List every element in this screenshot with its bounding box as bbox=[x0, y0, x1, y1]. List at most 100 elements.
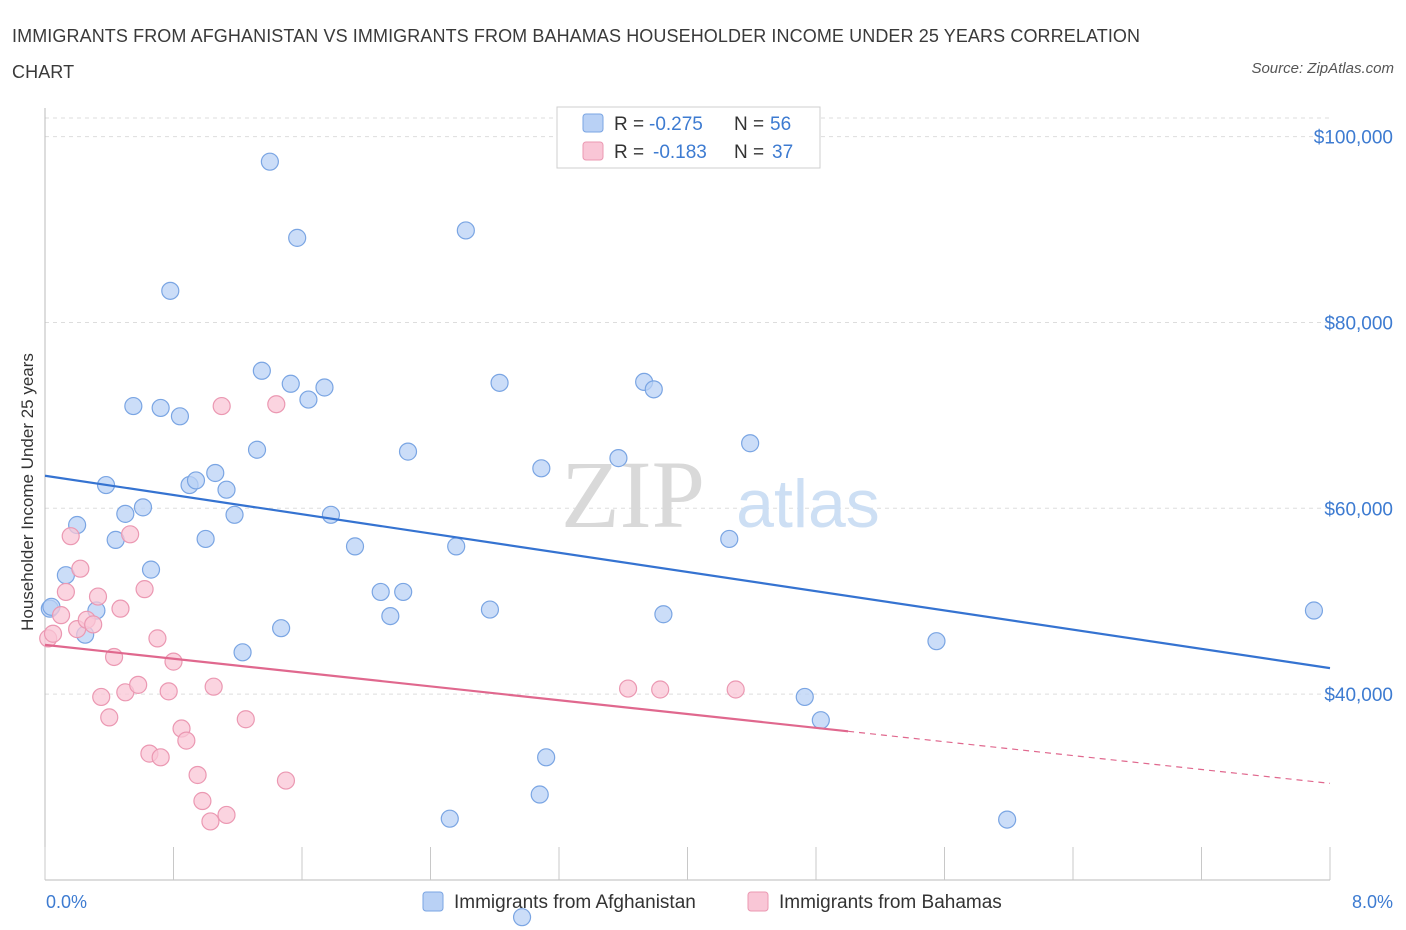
point-afghanistan bbox=[1304, 601, 1324, 620]
point-afghanistan bbox=[116, 504, 135, 523]
point-bahamas bbox=[92, 687, 111, 707]
point-bahamas bbox=[121, 525, 140, 544]
trend-lines bbox=[44, 474, 1331, 784]
legend-n-label-1: N = bbox=[734, 114, 764, 135]
bottom-legend-swatch-bahamas bbox=[747, 891, 769, 912]
legend-swatch-bahamas bbox=[582, 141, 604, 161]
legend-r-label-1: R = bbox=[614, 114, 644, 135]
watermark: ZIP atlas bbox=[561, 441, 880, 548]
point-afghanistan bbox=[288, 228, 307, 247]
point-afghanistan bbox=[720, 529, 739, 549]
point-afghanistan bbox=[260, 152, 279, 171]
point-bahamas bbox=[159, 682, 178, 701]
point-afghanistan bbox=[233, 643, 252, 662]
legend-n-value-2: 37 bbox=[772, 142, 793, 163]
bottom-legend-label-afghanistan: Immigrants from Afghanistan bbox=[454, 892, 696, 913]
watermark-zip: ZIP bbox=[561, 441, 705, 548]
point-afghanistan bbox=[394, 582, 413, 602]
point-afghanistan bbox=[811, 711, 830, 730]
point-bahamas bbox=[51, 606, 71, 625]
trend-line-bahamas-projection bbox=[848, 730, 1331, 784]
point-afghanistan bbox=[281, 374, 300, 393]
legend-r-label-2: R = bbox=[614, 142, 644, 163]
point-bahamas bbox=[56, 582, 75, 602]
point-bahamas bbox=[61, 527, 80, 546]
point-afghanistan bbox=[490, 373, 509, 392]
point-afghanistan bbox=[456, 221, 475, 240]
point-bahamas bbox=[84, 615, 103, 634]
bottom-legend: Immigrants from Afghanistan Immigrants f… bbox=[422, 891, 1002, 913]
point-afghanistan bbox=[315, 378, 334, 397]
legend-r-value-2: -0.183 bbox=[653, 142, 707, 163]
point-afghanistan bbox=[480, 600, 500, 619]
point-bahamas bbox=[135, 580, 154, 599]
point-afghanistan bbox=[225, 505, 244, 524]
point-afghanistan bbox=[196, 529, 215, 549]
point-bahamas bbox=[151, 748, 170, 767]
point-afghanistan bbox=[133, 498, 153, 517]
point-afghanistan bbox=[654, 605, 673, 624]
point-bahamas bbox=[100, 708, 119, 727]
legend-swatch-afghanistan bbox=[582, 113, 604, 133]
point-afghanistan bbox=[247, 440, 267, 459]
point-afghanistan bbox=[217, 480, 236, 499]
point-bahamas bbox=[236, 710, 255, 729]
point-bahamas bbox=[276, 771, 296, 790]
point-bahamas bbox=[204, 677, 223, 696]
legend-n-label-2: N = bbox=[734, 142, 764, 163]
point-afghanistan bbox=[161, 281, 180, 300]
trend-line-afghanistan bbox=[44, 474, 1331, 670]
point-afghanistan bbox=[206, 463, 225, 483]
point-afghanistan bbox=[644, 380, 663, 399]
point-bahamas bbox=[164, 652, 183, 671]
point-bahamas bbox=[71, 559, 90, 578]
point-bahamas bbox=[726, 680, 745, 699]
point-afghanistan bbox=[345, 537, 365, 556]
point-afghanistan bbox=[795, 687, 814, 707]
point-afghanistan bbox=[530, 785, 549, 804]
x-tick-labels: 0.0% 8.0% bbox=[46, 892, 1393, 912]
point-afghanistan bbox=[170, 407, 190, 426]
point-bahamas bbox=[618, 679, 638, 698]
point-afghanistan bbox=[537, 748, 556, 767]
point-afghanistan bbox=[927, 632, 946, 651]
point-bahamas bbox=[217, 805, 236, 825]
legend: R = -0.275 N = 56 R = -0.183 N = 37 bbox=[556, 106, 821, 169]
point-afghanistan bbox=[440, 809, 459, 828]
axes bbox=[44, 108, 1331, 881]
x-tick-label: 8.0% bbox=[1352, 892, 1393, 912]
point-afghanistan bbox=[381, 606, 400, 626]
point-afghanistan bbox=[371, 582, 390, 602]
point-afghanistan bbox=[447, 537, 466, 556]
x-tick-label: 0.0% bbox=[46, 892, 87, 912]
y-axis-title: Householder Income Under 25 years bbox=[18, 353, 37, 631]
point-bahamas bbox=[111, 599, 130, 618]
y-tick-label: $100,000 bbox=[1314, 128, 1393, 149]
point-afghanistan bbox=[741, 434, 760, 453]
data-points bbox=[39, 152, 1324, 927]
point-bahamas bbox=[88, 587, 108, 606]
y-tick-label: $60,000 bbox=[1324, 499, 1393, 520]
point-afghanistan bbox=[299, 390, 318, 409]
point-bahamas bbox=[129, 675, 148, 694]
point-bahamas bbox=[148, 629, 167, 648]
bottom-legend-swatch-afghanistan bbox=[422, 891, 444, 912]
point-bahamas bbox=[188, 765, 207, 785]
point-bahamas bbox=[177, 731, 196, 750]
point-bahamas bbox=[43, 624, 63, 643]
point-bahamas bbox=[212, 396, 231, 416]
point-afghanistan bbox=[532, 459, 551, 478]
y-tick-labels: $40,000 $60,000 $80,000 $100,000 bbox=[1314, 128, 1393, 707]
point-afghanistan bbox=[512, 908, 532, 927]
point-afghanistan bbox=[252, 361, 271, 380]
chart-title: IMMIGRANTS FROM AFGHANISTAN VS IMMIGRANT… bbox=[12, 26, 1141, 82]
point-afghanistan bbox=[321, 505, 341, 524]
point-bahamas bbox=[267, 395, 286, 414]
point-afghanistan bbox=[398, 442, 418, 461]
source-label: Source: ZipAtlas.com bbox=[1251, 60, 1394, 77]
point-bahamas bbox=[651, 680, 670, 699]
point-bahamas bbox=[193, 791, 212, 811]
point-afghanistan bbox=[998, 810, 1017, 829]
watermark-atlas: atlas bbox=[736, 466, 880, 542]
